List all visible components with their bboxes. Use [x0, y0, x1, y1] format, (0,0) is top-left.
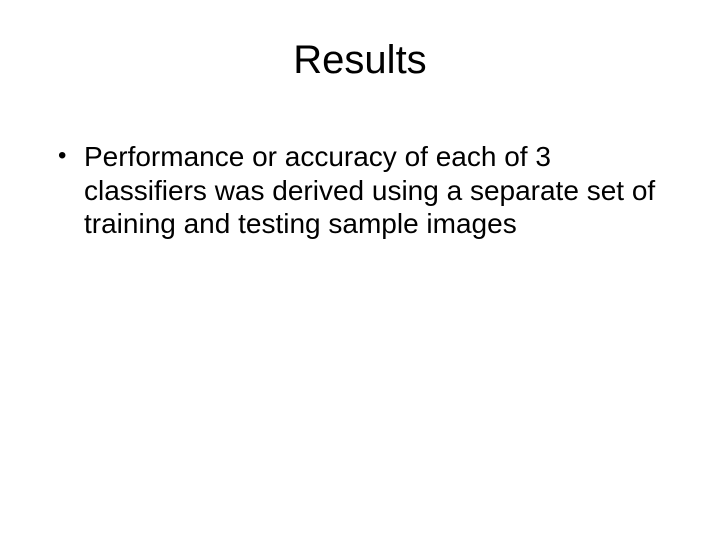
slide-body: Performance or accuracy of each of 3 cla… — [54, 140, 666, 241]
slide-title: Results — [0, 38, 720, 83]
bullet-list: Performance or accuracy of each of 3 cla… — [54, 140, 666, 241]
bullet-item: Performance or accuracy of each of 3 cla… — [54, 140, 666, 241]
slide: Results Performance or accuracy of each … — [0, 0, 720, 540]
